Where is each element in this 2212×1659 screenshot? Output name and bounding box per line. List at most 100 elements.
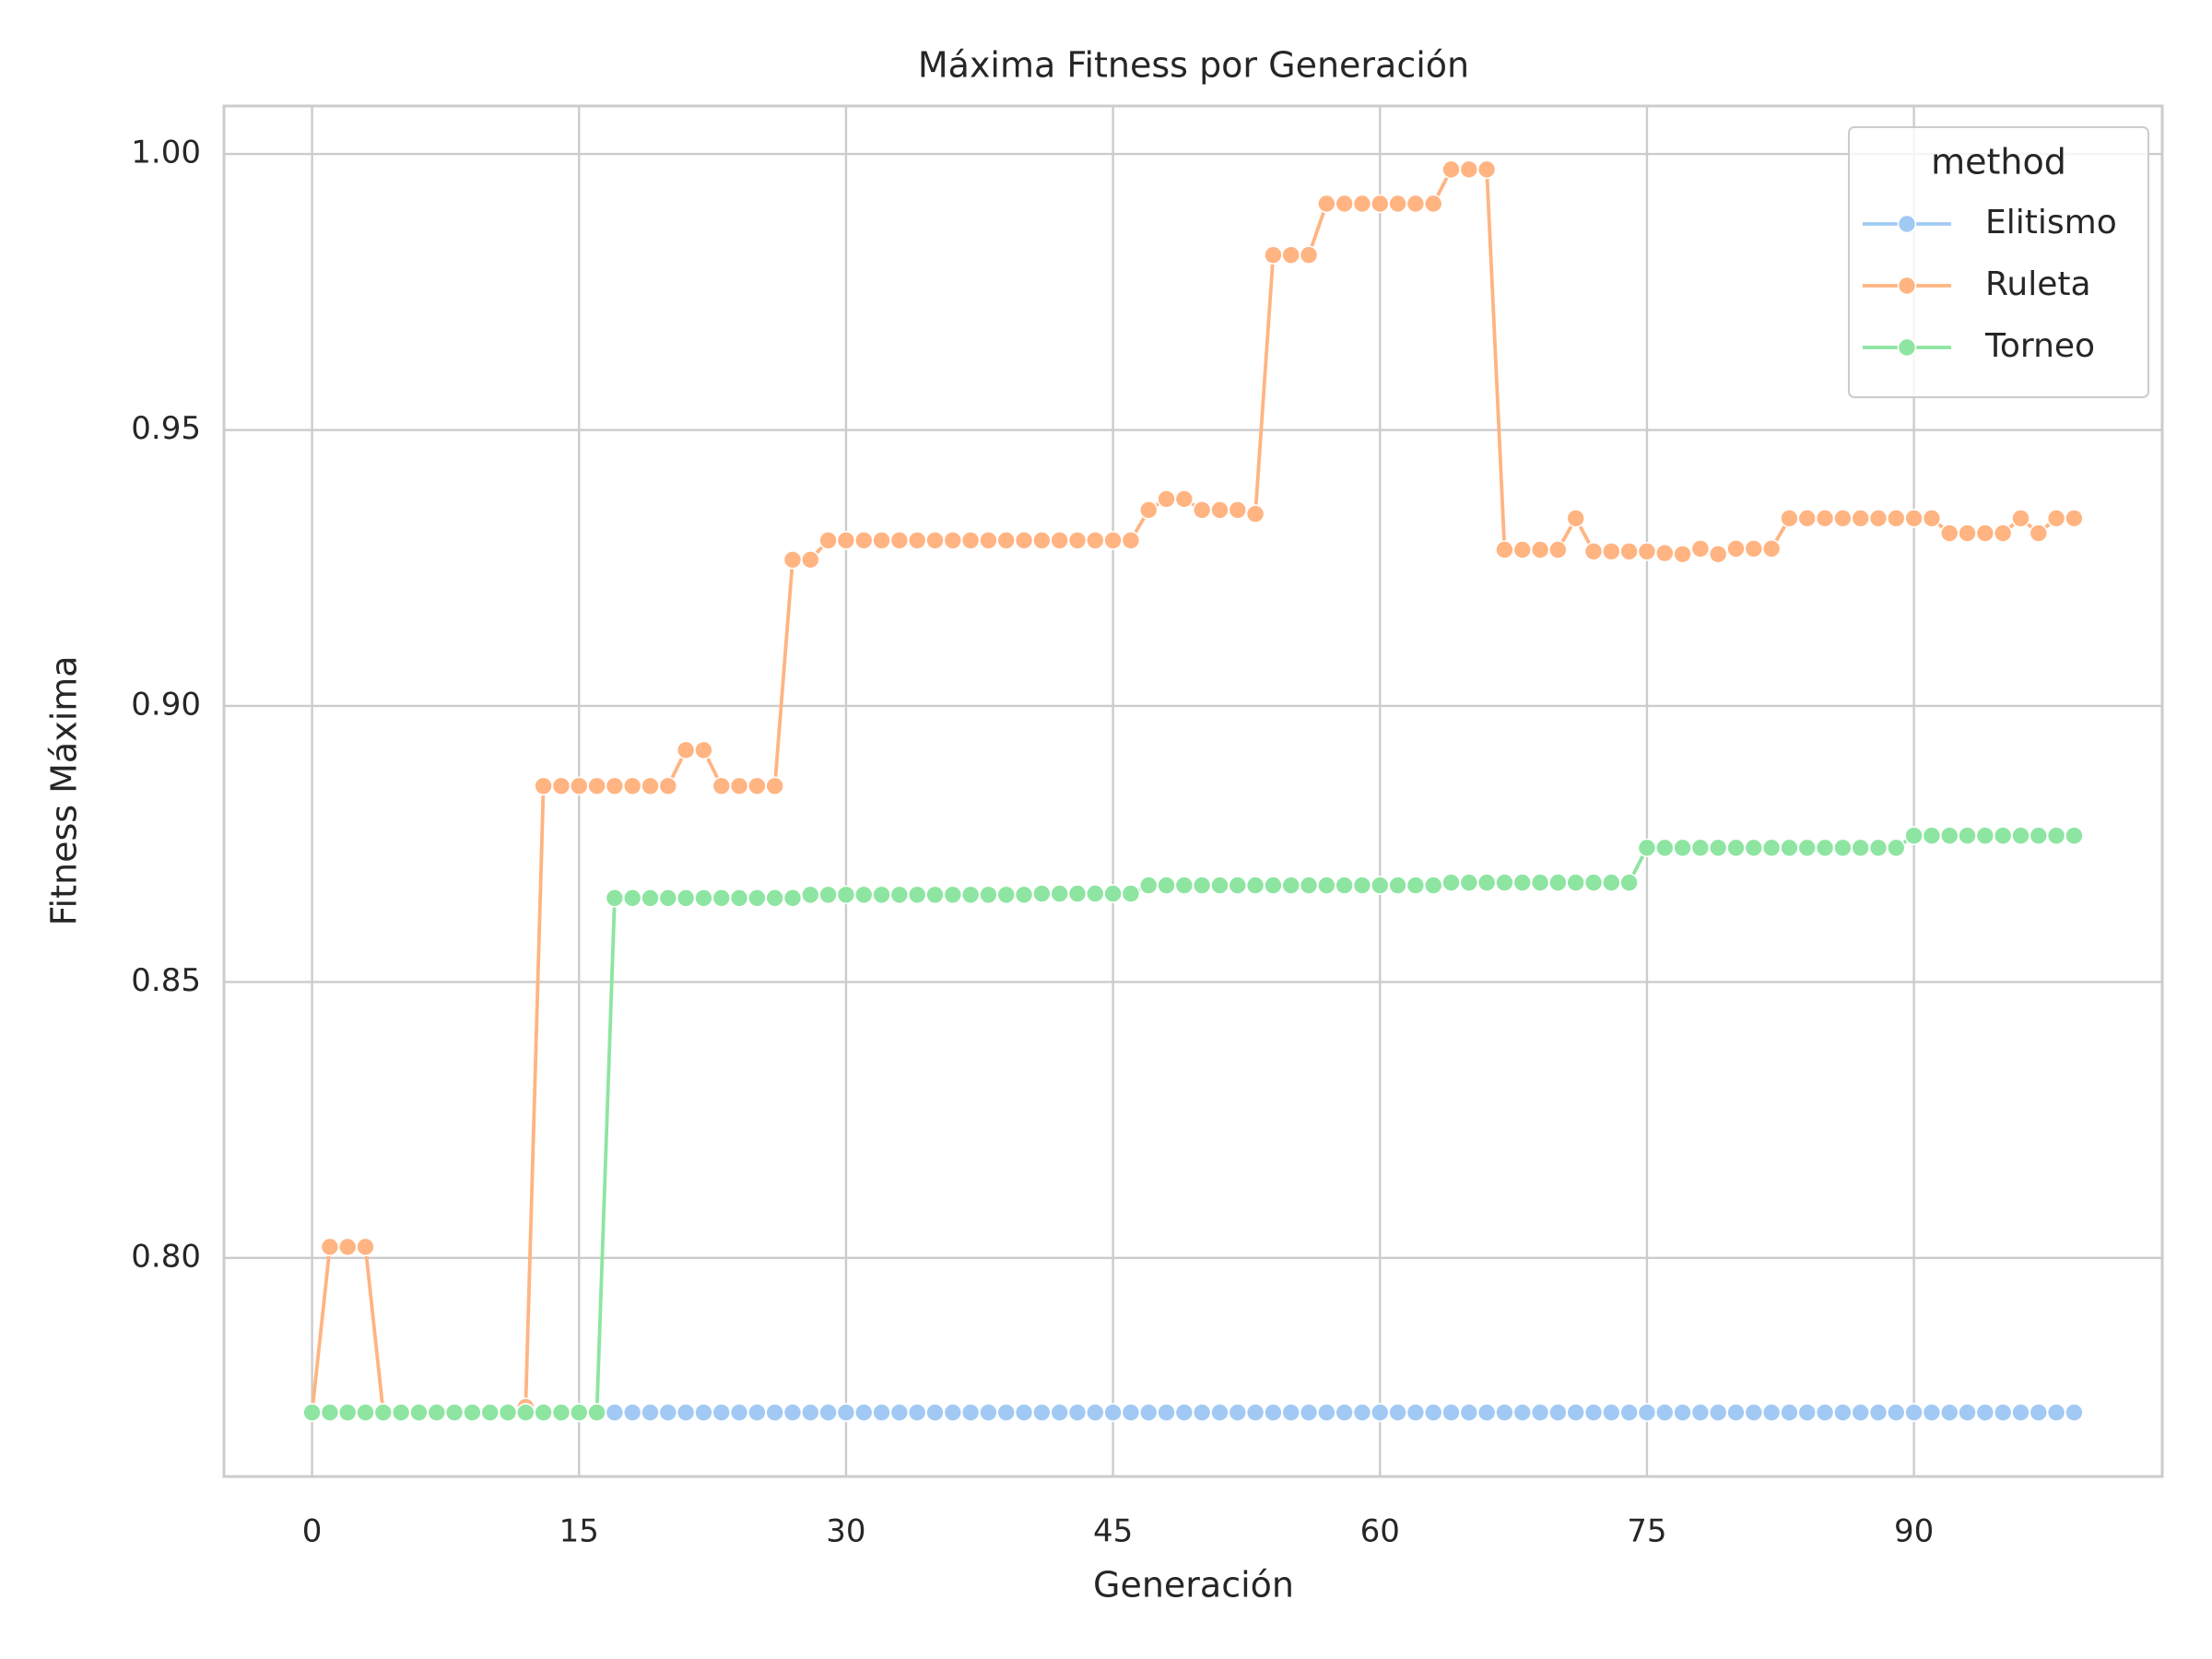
data-point: [1780, 838, 1799, 858]
data-point: [444, 1403, 465, 1422]
data-point: [320, 1403, 340, 1422]
data-point: [1050, 884, 1069, 903]
data-point: [1726, 838, 1746, 858]
data-point: [1477, 159, 1497, 180]
data-point: [1904, 1403, 1924, 1422]
data-point: [1388, 876, 1407, 895]
data-point: [1406, 1403, 1426, 1422]
data-point: [996, 885, 1017, 905]
data-point: [1067, 531, 1088, 550]
data-point: [836, 1403, 856, 1422]
data-point: [1085, 531, 1105, 550]
data-point: [2029, 1403, 2049, 1422]
data-point: [1851, 509, 1870, 528]
data-point: [1495, 873, 1514, 892]
data-point: [1868, 838, 1888, 858]
data-point: [1406, 194, 1426, 214]
data-point: [1566, 1403, 1585, 1422]
data-point: [1673, 1403, 1692, 1422]
data-point: [1708, 838, 1728, 858]
data-point: [1370, 1403, 1390, 1422]
y-axis-label: Fitness Máxima: [44, 655, 85, 925]
data-point: [302, 1403, 322, 1422]
data-point: [427, 1403, 447, 1422]
data-point: [1780, 509, 1799, 528]
data-point: [729, 1403, 749, 1422]
data-point: [872, 531, 891, 550]
data-point: [622, 888, 642, 908]
data-point: [765, 1403, 784, 1422]
data-point: [712, 888, 732, 908]
data-point: [694, 888, 713, 908]
x-tick-label: 75: [1627, 1513, 1666, 1550]
data-point: [712, 1403, 732, 1422]
y-tick-label: 0.80: [131, 1238, 201, 1275]
data-point: [1264, 876, 1283, 895]
data-point: [1530, 873, 1550, 892]
data-point: [1014, 885, 1034, 905]
data-point: [641, 888, 660, 908]
data-point: [676, 1403, 696, 1422]
data-point: [1157, 489, 1176, 509]
data-point: [1281, 1403, 1301, 1422]
data-point: [1264, 1403, 1283, 1422]
data-point: [853, 1403, 874, 1422]
data-point: [1352, 194, 1372, 214]
data-point: [889, 885, 910, 905]
data-point: [1868, 509, 1888, 528]
data-point: [1922, 509, 1942, 528]
data-point: [1815, 509, 1835, 528]
data-point: [907, 531, 927, 550]
data-point: [641, 776, 660, 796]
data-point: [1815, 838, 1835, 858]
data-point: [2029, 524, 2049, 543]
data-point: [694, 740, 713, 760]
data-point: [1548, 540, 1568, 559]
data-point: [1174, 1403, 1194, 1422]
data-point: [320, 1237, 340, 1257]
data-point: [1138, 1403, 1159, 1422]
data-point: [960, 1403, 981, 1422]
data-point: [1228, 500, 1248, 520]
data-point: [1317, 876, 1336, 895]
data-point: [889, 1403, 910, 1422]
data-point: [1619, 541, 1639, 561]
data-point: [1441, 873, 1461, 892]
x-axis-label: Generación: [1093, 1565, 1294, 1606]
data-point: [1032, 884, 1052, 903]
data-point: [801, 1403, 820, 1422]
data-point: [836, 531, 856, 550]
data-point: [1014, 1403, 1034, 1422]
data-point: [1939, 826, 1959, 846]
data-point: [1299, 876, 1319, 895]
data-point: [1922, 1403, 1942, 1422]
data-point: [1192, 1403, 1212, 1422]
data-point: [1299, 245, 1319, 265]
data-point: [1939, 1403, 1959, 1422]
data-point: [391, 1403, 411, 1422]
data-point: [1602, 541, 1621, 561]
data-point: [516, 1403, 535, 1422]
data-point: [1085, 1403, 1105, 1422]
data-point: [1673, 838, 1692, 858]
data-point: [889, 531, 910, 550]
data-point: [996, 1403, 1017, 1422]
data-point: [1690, 538, 1711, 559]
data-point: [747, 1403, 767, 1422]
data-point: [907, 1403, 927, 1422]
data-point: [836, 885, 856, 905]
data-point: [605, 888, 625, 908]
data-point: [1210, 500, 1230, 520]
data-point: [1761, 838, 1782, 858]
data-point: [337, 1403, 358, 1422]
data-point: [782, 1403, 803, 1422]
x-tick-label: 0: [302, 1513, 323, 1550]
data-point: [907, 885, 927, 905]
data-point: [356, 1403, 375, 1422]
data-point: [1388, 194, 1407, 214]
data-point: [1780, 1403, 1799, 1422]
data-point: [1939, 524, 1959, 543]
data-point: [1904, 826, 1924, 846]
